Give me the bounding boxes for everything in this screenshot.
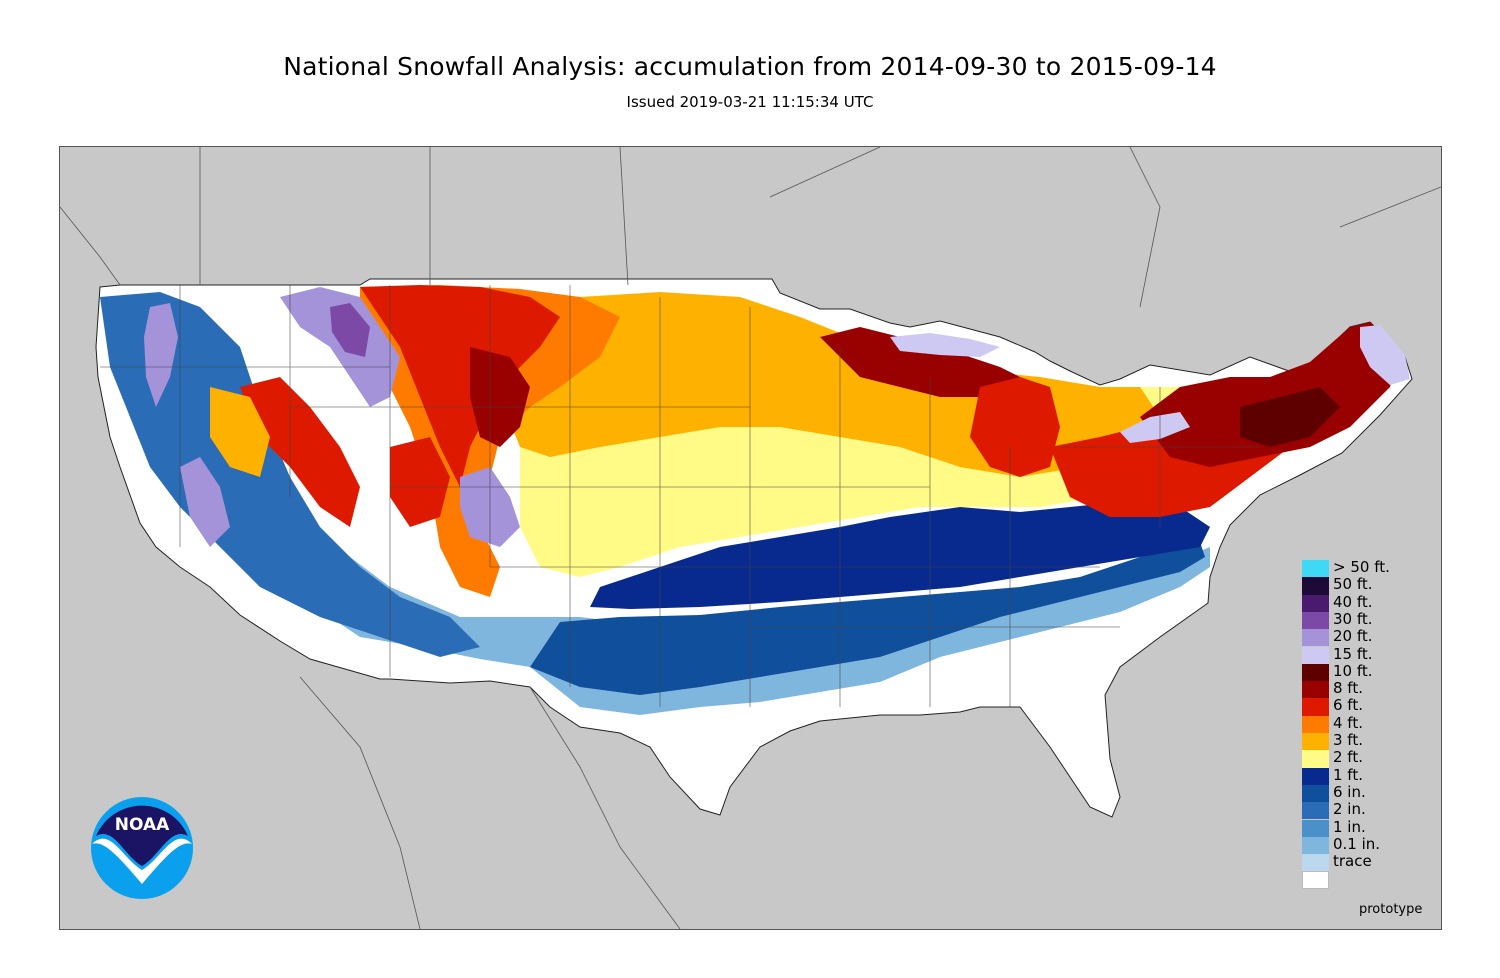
snow-zone-lake-superior [820,327,1020,397]
legend-label: 40 ft. [1333,592,1373,611]
legend-swatch [1302,784,1329,803]
legend-swatch [1302,750,1329,768]
state-borders [100,285,1260,707]
legend-label: > 50 ft. [1333,558,1390,576]
snow-zone-3ft-great-basin [210,387,270,477]
snow-zone-20ft-sierra [180,457,230,547]
legend-label: 8 ft. [1333,679,1363,698]
legend-label: 4 ft. [1333,713,1363,732]
noaa-logo-gull [92,838,192,884]
legend-label: 1 in. [1333,817,1366,836]
legend-swatch [1302,594,1329,612]
noaa-logo: NOAA [91,797,193,899]
legend-swatch [1302,836,1329,855]
legend-item: 8 ft. [1302,679,1442,699]
legend-swatch [1302,802,1329,820]
prototype-stamp: prototype [1359,902,1423,917]
legend-swatch [1302,646,1329,664]
legend-item: 50 ft. [1302,575,1442,595]
snow-zone-15ft-newyork [1120,412,1190,443]
snow-zone-6in [530,542,1205,695]
legend-item: 30 ft. [1302,609,1442,630]
legend-swatch [1302,629,1329,647]
legend-item: 15 ft. [1302,644,1442,664]
legend-label: 50 ft. [1333,575,1373,594]
snow-zone-15ft-superior [890,333,1000,357]
legend-label: 15 ft. [1333,644,1373,663]
legend-swatch [1302,854,1329,872]
issued-timestamp: Issued 2019-03-21 11:15:34 UTC [626,93,874,111]
legend-item: 6 ft. [1302,696,1442,716]
snow-zone-6ft-rockies [240,377,360,527]
snow-zone-10ft-northeast [1240,387,1340,447]
legend-swatch [1302,715,1329,733]
legend-swatch [1302,611,1329,630]
legend-label: 6 in. [1333,782,1366,801]
legend-swatch [1302,767,1329,785]
legend-label: 20 ft. [1333,627,1373,646]
legend-label: 6 ft. [1333,696,1363,715]
legend-swatch [1302,733,1329,751]
legend-swatch [1302,819,1329,837]
snow-zone-6ft-utah [390,437,450,527]
legend-item: 1 ft. [1302,765,1442,785]
map-canvas [60,147,1441,929]
legend-item: 0.1 in. [1302,834,1442,855]
noaa-logo-text: NOAA [115,815,170,835]
legend-label: 30 ft. [1333,609,1373,628]
legend-swatch [1302,577,1329,595]
noaa-logo-top [96,805,188,866]
legend-item: trace [1302,852,1442,872]
country-borders [60,147,1441,929]
legend-item: 1 in. [1302,817,1442,837]
legend-item: 2 in. [1302,800,1442,820]
snow-zone-15ft-maine [1360,325,1410,385]
legend-label: trace [1333,852,1372,871]
map-title: National Snowfall Analysis: accumulation… [283,52,1217,81]
legend-label: 10 ft. [1333,661,1373,680]
legend-item: 20 ft. [1302,627,1442,647]
legend-swatch [1302,681,1329,699]
snowfall-map[interactable] [59,146,1442,930]
legend-item: > 50 ft. [1302,558,1442,578]
legend-item: 6 in. [1302,782,1442,803]
snow-zone-lower-michigan [970,377,1060,477]
legend-label: 2 in. [1333,800,1366,819]
legend-swatch [1302,663,1329,682]
legend-label: 3 ft. [1333,731,1363,749]
legend-item: 10 ft. [1302,661,1442,682]
snow-zone-20ft-cascades [144,303,178,407]
snow-zone-8ft-northeast [1140,322,1400,467]
legend-item: 3 ft. [1302,731,1442,751]
legend-item [1302,871,1442,889]
legend-item: 2 ft. [1302,748,1442,768]
snow-zone-8ft-north [470,347,530,447]
snow-zone-1ft [590,502,1210,609]
legend-swatch [1302,698,1329,716]
snow-zone-west-blue [100,292,480,657]
legend-label: 2 ft. [1333,748,1363,767]
snow-zone-20ft-north-rockies [280,287,400,407]
snow-zone-6ft-north [360,285,560,487]
legend-swatch [1302,560,1329,578]
snow-zone-30ft-north-rockies [330,303,370,357]
legend-swatch [1302,871,1329,889]
legend-item: 40 ft. [1302,592,1442,612]
legend-label: 0.1 in. [1333,834,1381,853]
legend-label: 1 ft. [1333,765,1363,784]
legend-item: 4 ft. [1302,713,1442,733]
